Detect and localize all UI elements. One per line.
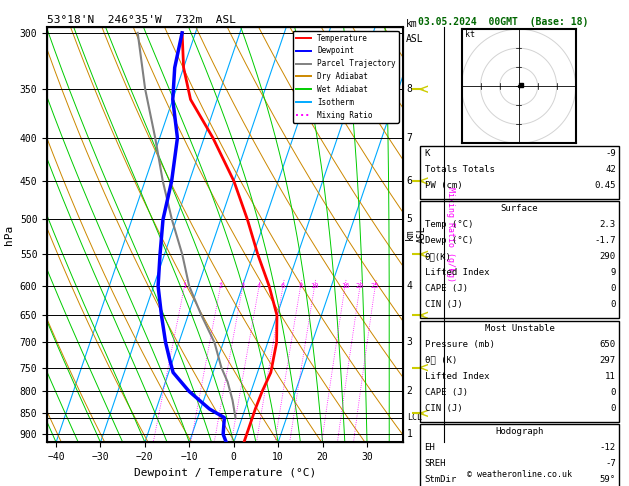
Text: 3: 3 [241,283,245,289]
Text: 8: 8 [299,283,303,289]
Text: 0: 0 [610,284,616,294]
Text: Totals Totals: Totals Totals [425,165,494,174]
Text: 2: 2 [218,283,223,289]
Text: Dewp (°C): Dewp (°C) [425,236,473,245]
Text: 1: 1 [182,283,187,289]
Text: PW (cm): PW (cm) [425,181,462,190]
Text: 297: 297 [599,356,616,365]
Text: 59°: 59° [599,475,616,485]
Text: 11: 11 [605,372,616,381]
Text: ASL: ASL [406,34,423,44]
Text: -: - [418,363,425,373]
Text: kt: kt [465,30,476,39]
Text: Lifted Index: Lifted Index [425,268,489,278]
Text: -: - [418,84,425,94]
Text: SREH: SREH [425,459,446,469]
Text: 6: 6 [281,283,285,289]
Text: 25: 25 [371,283,379,289]
Text: EH: EH [425,443,435,452]
Text: 4: 4 [257,283,261,289]
Text: 4: 4 [407,281,413,291]
Text: 8: 8 [407,84,413,94]
Text: 0: 0 [610,404,616,413]
Text: 3: 3 [407,337,413,347]
Text: 0: 0 [610,388,616,397]
Text: km: km [406,19,418,30]
Text: 650: 650 [599,340,616,349]
Text: Lifted Index: Lifted Index [425,372,489,381]
Text: Hodograph: Hodograph [496,427,543,436]
Text: 10: 10 [310,283,319,289]
X-axis label: Dewpoint / Temperature (°C): Dewpoint / Temperature (°C) [134,468,316,478]
Text: K: K [425,149,430,158]
Text: 1: 1 [407,429,413,439]
Text: CIN (J): CIN (J) [425,300,462,310]
Text: 42: 42 [605,165,616,174]
Text: 9: 9 [610,268,616,278]
Y-axis label: km
ASL: km ASL [405,226,427,243]
Text: CAPE (J): CAPE (J) [425,388,467,397]
Text: Surface: Surface [501,204,538,213]
Text: Most Unstable: Most Unstable [484,324,555,333]
Text: 5: 5 [407,214,413,225]
Text: StmDir: StmDir [425,475,457,485]
Text: 6: 6 [407,176,413,186]
Text: 290: 290 [599,252,616,261]
Text: 03.05.2024  00GMT  (Base: 18): 03.05.2024 00GMT (Base: 18) [418,17,589,27]
Text: θᴄ(K): θᴄ(K) [425,252,452,261]
Text: 20: 20 [356,283,364,289]
Text: 2.3: 2.3 [599,220,616,229]
Text: -7: -7 [605,459,616,469]
Text: CAPE (J): CAPE (J) [425,284,467,294]
Legend: Temperature, Dewpoint, Parcel Trajectory, Dry Adiabat, Wet Adiabat, Isotherm, Mi: Temperature, Dewpoint, Parcel Trajectory… [292,31,399,122]
Text: -: - [418,249,425,260]
Text: -1.7: -1.7 [594,236,616,245]
Text: θᴄ (K): θᴄ (K) [425,356,457,365]
Text: Temp (°C): Temp (°C) [425,220,473,229]
Text: -12: -12 [599,443,616,452]
Text: CIN (J): CIN (J) [425,404,462,413]
Text: -: - [418,311,425,320]
Text: 7: 7 [407,133,413,143]
Text: Pressure (mb): Pressure (mb) [425,340,494,349]
Text: 0.45: 0.45 [594,181,616,190]
Text: 0: 0 [610,300,616,310]
Y-axis label: Mixing Ratio (g/kg): Mixing Ratio (g/kg) [447,187,455,282]
Text: -: - [418,176,425,186]
Text: -: - [418,408,425,418]
Text: 16: 16 [341,283,349,289]
Y-axis label: hPa: hPa [4,225,14,244]
Text: 53°18'N  246°35'W  732m  ASL: 53°18'N 246°35'W 732m ASL [47,15,236,25]
Text: © weatheronline.co.uk: © weatheronline.co.uk [467,469,572,479]
Text: -9: -9 [605,149,616,158]
Text: LCL: LCL [407,413,421,422]
Text: 2: 2 [407,386,413,396]
